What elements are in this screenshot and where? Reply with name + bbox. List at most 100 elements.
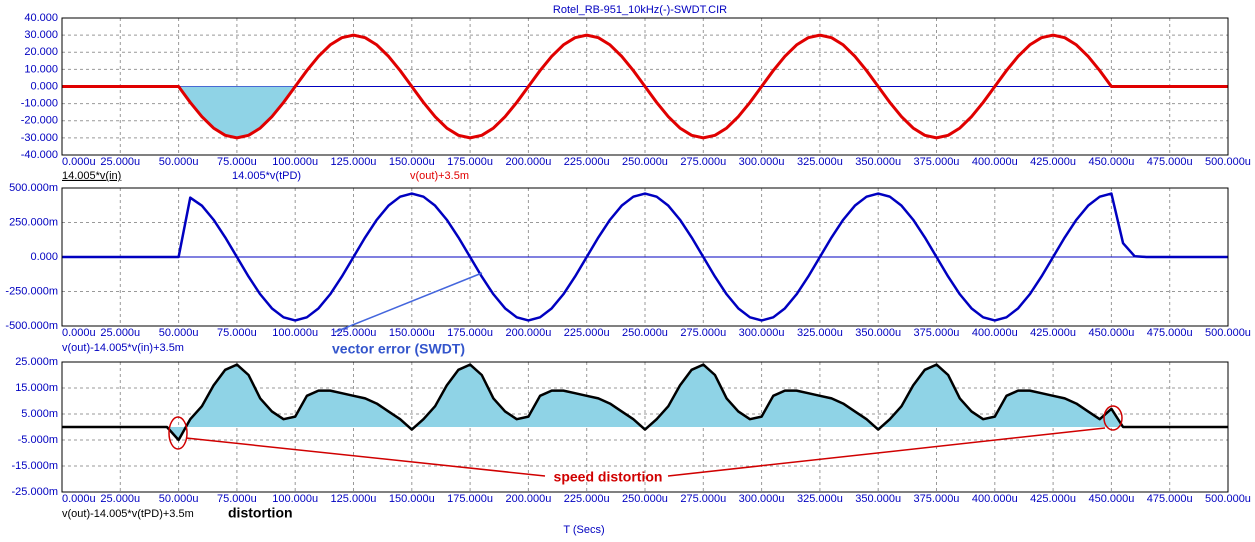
y-tick-label: -25.000m bbox=[12, 486, 58, 498]
y-tick-label: -20.000 bbox=[21, 115, 58, 127]
chart-title: Rotel_RB-951_10kHz(-)-SWDT.CIR bbox=[553, 4, 727, 16]
x-tick-label: 75.000u bbox=[217, 493, 257, 505]
x-tick-label: 475.000u bbox=[1147, 156, 1193, 168]
annotation-pointer bbox=[334, 272, 483, 333]
x-tick-label: 450.000u bbox=[1088, 156, 1134, 168]
x-tick-label: 225.000u bbox=[564, 156, 610, 168]
x-tick-label: 100.000u bbox=[272, 493, 318, 505]
annotation: speed distortion bbox=[554, 469, 663, 485]
x-tick-label: 150.000u bbox=[389, 327, 435, 339]
x-tick-label: 125.000u bbox=[331, 156, 377, 168]
y-tick-label: -10.000 bbox=[21, 98, 58, 110]
legend-label: v(out)+3.5m bbox=[410, 170, 469, 182]
x-tick-label: 350.000u bbox=[855, 327, 901, 339]
x-tick-label: 125.000u bbox=[331, 327, 377, 339]
legend-label: v(out)-14.005*v(in)+3.5m bbox=[62, 342, 184, 354]
x-tick-label: 425.000u bbox=[1030, 493, 1076, 505]
annotation: vector error (SWDT) bbox=[332, 341, 465, 357]
x-tick-label: 150.000u bbox=[389, 493, 435, 505]
x-tick-label: 350.000u bbox=[855, 493, 901, 505]
y-tick-label: 15.000m bbox=[15, 382, 58, 394]
annotation-pointer bbox=[667, 427, 1106, 477]
y-tick-label: 25.000m bbox=[15, 356, 58, 368]
plot-frame bbox=[61, 17, 1229, 156]
plot-frame bbox=[61, 361, 1229, 493]
x-tick-label: 50.000u bbox=[159, 156, 199, 168]
legend-label: 14.005*v(in) bbox=[62, 170, 121, 182]
x-tick-label: 325.000u bbox=[797, 156, 843, 168]
x-tick-label: 250.000u bbox=[622, 156, 668, 168]
x-tick-label: 25.000u bbox=[100, 327, 140, 339]
x-tick-label: 175.000u bbox=[447, 493, 493, 505]
series-line bbox=[62, 363, 1228, 442]
x-tick-label: 475.000u bbox=[1147, 493, 1193, 505]
x-tick-label: 50.000u bbox=[159, 327, 199, 339]
x-tick-label: 350.000u bbox=[855, 156, 901, 168]
x-tick-label: 150.000u bbox=[389, 156, 435, 168]
legend-label: 14.005*v(tPD) bbox=[232, 170, 301, 182]
x-tick-label: 0.000u bbox=[62, 156, 96, 168]
x-tick-label: 375.000u bbox=[914, 493, 960, 505]
x-tick-label: 400.000u bbox=[972, 156, 1018, 168]
y-tick-label: -500.000m bbox=[5, 320, 58, 332]
x-tick-label: 375.000u bbox=[914, 156, 960, 168]
y-tick-label: -40.000 bbox=[21, 149, 58, 161]
x-tick-label: 0.000u bbox=[62, 493, 96, 505]
x-tick-label: 50.000u bbox=[159, 493, 199, 505]
y-tick-label: 0.000 bbox=[30, 251, 58, 263]
y-tick-label: 30.000 bbox=[24, 29, 58, 41]
area-fill bbox=[178, 86, 296, 138]
x-tick-label: 300.000u bbox=[739, 493, 785, 505]
x-tick-label: 425.000u bbox=[1030, 156, 1076, 168]
x-tick-label: 475.000u bbox=[1147, 327, 1193, 339]
y-tick-label: 250.000m bbox=[9, 216, 58, 228]
x-tick-label: 200.000u bbox=[505, 327, 551, 339]
y-tick-label: -15.000m bbox=[12, 460, 58, 472]
x-tick-label: 25.000u bbox=[100, 156, 140, 168]
x-tick-label: 75.000u bbox=[217, 327, 257, 339]
x-tick-label: 400.000u bbox=[972, 327, 1018, 339]
x-tick-label: 175.000u bbox=[447, 327, 493, 339]
x-tick-label: 500.000u bbox=[1205, 493, 1251, 505]
x-tick-label: 325.000u bbox=[797, 327, 843, 339]
y-tick-label: 10.000 bbox=[24, 63, 58, 75]
plot-frame bbox=[61, 187, 1229, 327]
x-tick-label: 450.000u bbox=[1088, 327, 1134, 339]
x-tick-label: 100.000u bbox=[272, 156, 318, 168]
x-tick-label: 0.000u bbox=[62, 327, 96, 339]
x-tick-label: 275.000u bbox=[680, 156, 726, 168]
highlight-circle bbox=[1103, 405, 1123, 431]
series-line bbox=[62, 33, 1228, 140]
x-tick-label: 275.000u bbox=[680, 493, 726, 505]
x-tick-label: 225.000u bbox=[564, 327, 610, 339]
y-tick-label: 40.000 bbox=[24, 12, 58, 24]
x-tick-label: 425.000u bbox=[1030, 327, 1076, 339]
x-tick-label: 200.000u bbox=[505, 493, 551, 505]
y-tick-label: -5.000m bbox=[18, 434, 58, 446]
x-tick-label: 500.000u bbox=[1205, 156, 1251, 168]
area-fill bbox=[62, 364, 1228, 440]
x-tick-label: 125.000u bbox=[331, 493, 377, 505]
x-tick-label: 450.000u bbox=[1088, 493, 1134, 505]
x-tick-label: 175.000u bbox=[447, 156, 493, 168]
y-tick-label: 5.000m bbox=[21, 408, 58, 420]
x-tick-label: 300.000u bbox=[739, 327, 785, 339]
x-tick-label: 225.000u bbox=[564, 493, 610, 505]
x-tick-label: 400.000u bbox=[972, 493, 1018, 505]
x-tick-label: 250.000u bbox=[622, 327, 668, 339]
x-tick-label: 250.000u bbox=[622, 493, 668, 505]
y-tick-label: 0.000 bbox=[30, 80, 58, 92]
x-tick-label: 300.000u bbox=[739, 156, 785, 168]
x-tick-label: 100.000u bbox=[272, 327, 318, 339]
annotation: distortion bbox=[228, 505, 293, 521]
series-line bbox=[62, 192, 1228, 322]
legend-label: v(out)-14.005*v(tPD)+3.5m bbox=[62, 508, 194, 520]
x-tick-label: 375.000u bbox=[914, 327, 960, 339]
annotation-pointer bbox=[185, 437, 546, 477]
x-tick-label: 500.000u bbox=[1205, 327, 1251, 339]
x-tick-label: 325.000u bbox=[797, 493, 843, 505]
x-axis-label: T (Secs) bbox=[563, 524, 604, 536]
y-tick-label: 20.000 bbox=[24, 46, 58, 58]
x-tick-label: 200.000u bbox=[505, 156, 551, 168]
